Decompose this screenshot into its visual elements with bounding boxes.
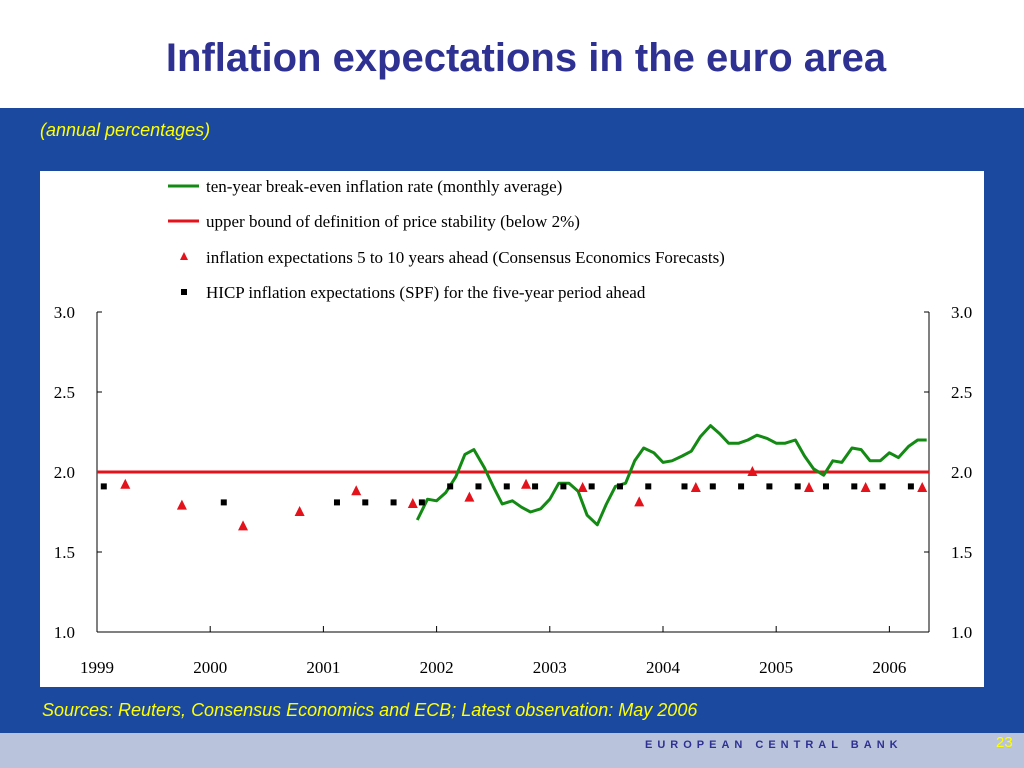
consensus-triangle-point — [294, 506, 305, 516]
legend-swatch-black-square — [181, 289, 187, 295]
consensus-triangle-point — [176, 499, 187, 510]
consensus-triangle-point — [120, 478, 131, 489]
y-tick-label-right: 1.0 — [951, 623, 972, 642]
chart-subtitle: (annual percentages) — [40, 120, 211, 140]
consensus-triangle-point — [351, 485, 362, 496]
spf-square-point — [709, 483, 716, 490]
spf-square-point — [333, 499, 340, 506]
spf-square-point — [681, 483, 688, 490]
x-tick-label: 1999 — [80, 658, 114, 677]
y-tick-label-left: 2.5 — [54, 383, 75, 402]
consensus-triangle-point — [804, 482, 815, 492]
spf-square-point — [616, 483, 623, 490]
legend-item: ten-year break-even inflation rate (mont… — [168, 177, 562, 196]
consensus-triangle-point — [690, 482, 701, 492]
spf-square-point — [560, 483, 567, 490]
consensus-triangle-point — [634, 496, 645, 507]
x-tick-label: 2000 — [193, 658, 227, 677]
spf-square-point — [645, 483, 652, 490]
spf-square-point — [822, 483, 829, 490]
title-bar — [0, 0, 1024, 108]
breakeven-inflation-line — [415, 424, 927, 527]
consensus-triangle-point — [238, 520, 249, 531]
chart-axes: 1.0 1.0 1.5 1.5 2.0 2.0 2.5 2.5 3.0 3.0 1999 2000 20… — [54, 303, 973, 677]
spf-square-point — [418, 499, 425, 506]
y-tick-label-left: 2.0 — [54, 463, 75, 482]
y-tick-label-left: 3.0 — [54, 303, 75, 322]
y-tick-label-right: 1.5 — [951, 543, 972, 562]
legend-label: HICP inflation expectations (SPF) for th… — [206, 283, 646, 302]
legend-item: upper bound of definition of price stabi… — [168, 212, 580, 231]
consensus-triangle-point — [407, 498, 418, 508]
spf-square-point — [851, 483, 858, 490]
spf-square-point — [794, 483, 801, 490]
consensus-triangle-point — [860, 482, 871, 492]
consensus-triangle-point — [747, 466, 758, 476]
spf-square-point — [879, 483, 886, 490]
footer-bar — [0, 733, 1024, 768]
y-tick-label-right: 2.0 — [951, 463, 972, 482]
chart-marks — [97, 424, 929, 531]
inflation-chart: ten-year break-even inflation rate (mont… — [54, 177, 973, 677]
page-number: 23 — [996, 734, 1013, 751]
spf-square-point — [532, 483, 539, 490]
legend-item: HICP inflation expectations (SPF) for th… — [181, 283, 646, 302]
legend-swatch-red-triangle — [180, 252, 188, 260]
x-tick-label: 2001 — [306, 658, 340, 677]
spf-square-point — [447, 483, 454, 490]
footer-organization: EUROPEAN CENTRAL BANK — [645, 739, 903, 751]
consensus-triangle-point — [464, 491, 475, 502]
legend-label: inflation expectations 5 to 10 years ahe… — [206, 248, 725, 267]
spf-square-point — [475, 483, 482, 490]
x-tick-label: 2006 — [872, 658, 906, 677]
spf-square-point — [100, 483, 107, 490]
y-tick-label-right: 2.5 — [951, 383, 972, 402]
spf-square-point — [220, 499, 227, 506]
legend-item: inflation expectations 5 to 10 years ahe… — [180, 248, 725, 267]
spf-square-point — [362, 499, 369, 506]
spf-square-point — [390, 499, 397, 506]
y-tick-label-right: 3.0 — [951, 303, 972, 322]
consensus-triangle-point — [521, 478, 532, 489]
consensus-triangle-point — [577, 482, 588, 492]
x-tick-label: 2003 — [533, 658, 567, 677]
y-tick-label-left: 1.0 — [54, 623, 75, 642]
spf-square-point — [907, 483, 914, 490]
legend-label: upper bound of definition of price stabi… — [206, 212, 580, 231]
spf-square-point — [766, 483, 773, 490]
spf-square-point — [503, 483, 510, 490]
consensus-triangle-point — [917, 482, 928, 492]
spf-square-point — [738, 483, 745, 490]
spf-square-point — [588, 483, 595, 490]
y-tick-label-left: 1.5 — [54, 543, 75, 562]
x-tick-label: 2005 — [759, 658, 793, 677]
x-tick-label: 2002 — [420, 658, 454, 677]
sources-note: Sources: Reuters, Consensus Economics an… — [42, 700, 698, 720]
chart-legend: ten-year break-even inflation rate (mont… — [168, 177, 725, 302]
slide-title: Inflation expectations in the euro area — [165, 36, 887, 80]
x-tick-label: 2004 — [646, 658, 681, 677]
chart-container: ten-year break-even inflation rate (mont… — [40, 171, 984, 687]
legend-label: ten-year break-even inflation rate (mont… — [206, 177, 562, 196]
